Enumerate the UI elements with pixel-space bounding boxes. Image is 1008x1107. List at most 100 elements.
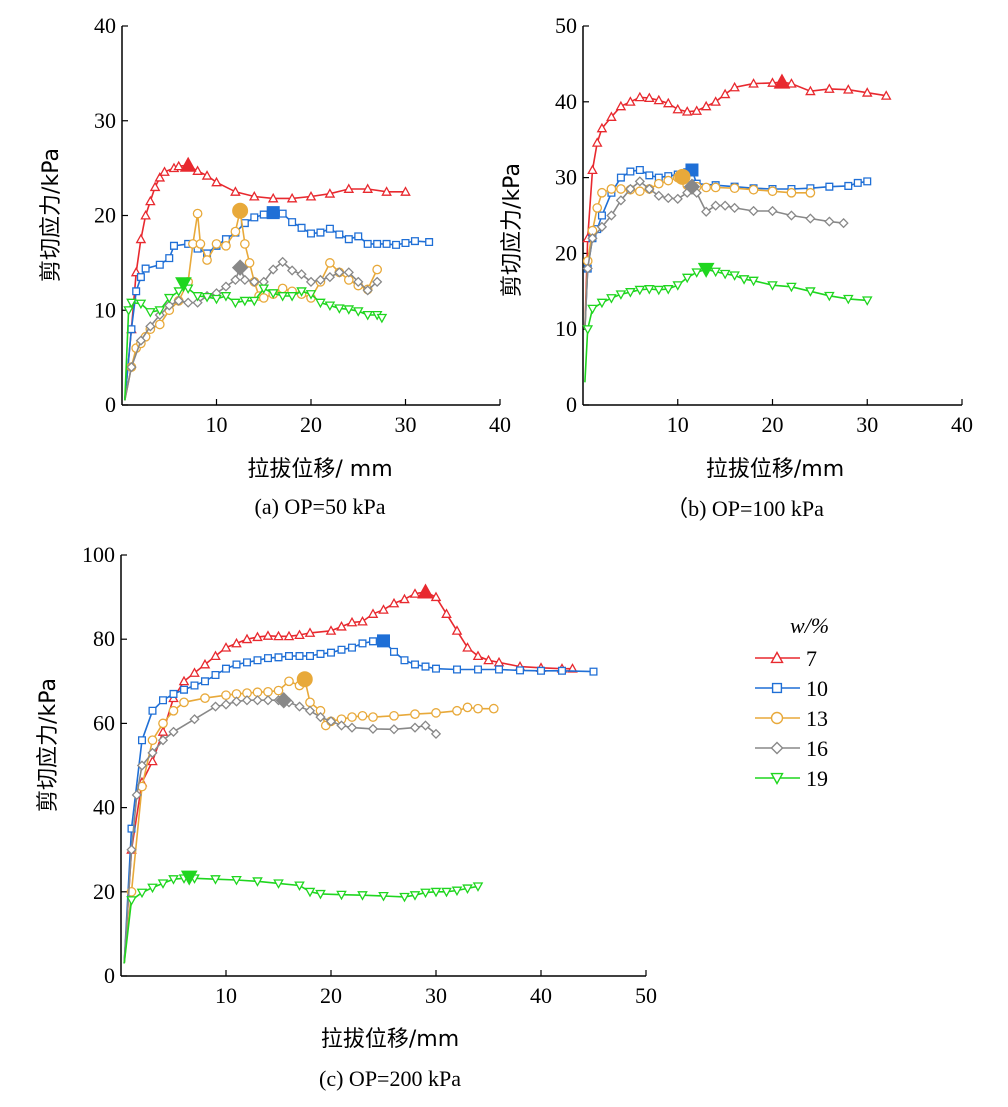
data-point	[626, 167, 635, 176]
data-point	[367, 723, 379, 734]
data-point	[483, 654, 494, 665]
data-point	[357, 891, 368, 901]
data-point	[842, 84, 854, 94]
data-point	[634, 91, 646, 102]
data-point	[274, 653, 283, 662]
data-point	[786, 78, 797, 88]
data-point	[587, 164, 598, 175]
legend-marker	[770, 651, 784, 664]
data-point	[126, 298, 137, 309]
peak-marker	[275, 692, 292, 709]
data-point	[305, 290, 317, 300]
series-line	[123, 591, 573, 964]
data-point	[421, 662, 430, 671]
data-point	[441, 887, 452, 898]
peak-marker	[674, 168, 691, 185]
data-point	[587, 233, 598, 244]
data-point	[378, 604, 389, 614]
data-point	[244, 258, 255, 268]
data-point	[221, 240, 231, 251]
data-point	[211, 294, 222, 305]
data-point	[263, 686, 273, 697]
data-point	[663, 192, 674, 204]
data-point	[334, 267, 345, 278]
data-point	[653, 190, 664, 201]
data-point	[410, 660, 420, 669]
data-point	[462, 642, 473, 652]
data-point	[250, 213, 259, 222]
y-axis-label: 剪切应力/kPa	[36, 678, 61, 812]
data-point	[258, 293, 269, 303]
data-point	[644, 92, 655, 103]
data-point	[337, 645, 346, 654]
data-point	[592, 203, 603, 213]
x-tick-label: 30	[856, 412, 878, 437]
y-tick-label: 80	[93, 626, 115, 651]
x-tick-label: 40	[951, 412, 973, 437]
legend-item-w16: 16	[755, 736, 828, 761]
data-point	[710, 96, 721, 106]
data-point	[241, 695, 253, 706]
legend-item-w13: 13	[755, 706, 828, 731]
data-point	[357, 710, 368, 721]
x-tick-label: 50	[635, 983, 657, 1008]
series-w16	[124, 256, 383, 401]
data-point	[719, 269, 731, 280]
data-point	[767, 281, 778, 291]
data-point	[286, 265, 298, 276]
data-point	[305, 191, 317, 201]
data-point	[273, 630, 284, 641]
data-point	[315, 705, 326, 716]
data-point	[336, 720, 347, 731]
series-w13	[123, 671, 499, 964]
y-tick-label: 10	[94, 297, 116, 322]
data-point	[136, 760, 148, 771]
data-point	[880, 90, 892, 100]
data-point	[357, 615, 368, 626]
data-point	[154, 319, 165, 330]
data-point	[672, 281, 684, 291]
data-point	[587, 304, 598, 315]
data-point	[389, 647, 399, 656]
data-point	[606, 294, 617, 304]
data-point	[249, 276, 260, 287]
data-point	[173, 160, 185, 171]
data-point	[354, 232, 363, 241]
data-point	[202, 255, 212, 265]
data-point	[582, 263, 593, 274]
data-point	[135, 233, 147, 244]
legend-marker	[770, 741, 784, 755]
data-point	[616, 173, 625, 182]
data-point	[135, 335, 147, 346]
data-point	[248, 191, 260, 201]
y-tick-label: 40	[94, 13, 116, 38]
x-axis-label: 拉拔位移/ mm	[247, 457, 392, 482]
data-point	[462, 884, 473, 894]
data-point	[263, 654, 273, 663]
data-point	[163, 293, 175, 304]
data-point	[748, 276, 759, 287]
data-point	[277, 283, 288, 294]
data-point	[451, 625, 463, 635]
data-point	[315, 274, 326, 286]
data-point	[277, 292, 288, 302]
data-point	[748, 78, 759, 88]
data-point	[591, 137, 603, 147]
data-point	[738, 275, 750, 285]
data-point	[473, 665, 483, 674]
data-point	[305, 276, 317, 287]
data-point	[653, 94, 665, 105]
data-point	[232, 660, 241, 669]
data-point	[137, 736, 147, 745]
x-axis-label: 拉拔位移/mm	[321, 1027, 459, 1052]
x-tick-label: 30	[425, 983, 447, 1008]
data-point	[253, 656, 262, 665]
legend-item-w19: 19	[755, 766, 828, 791]
data-point	[672, 103, 684, 114]
data-point	[284, 652, 294, 661]
data-point	[316, 228, 325, 237]
data-point	[381, 186, 392, 196]
data-point	[154, 306, 166, 316]
data-point	[221, 690, 231, 701]
